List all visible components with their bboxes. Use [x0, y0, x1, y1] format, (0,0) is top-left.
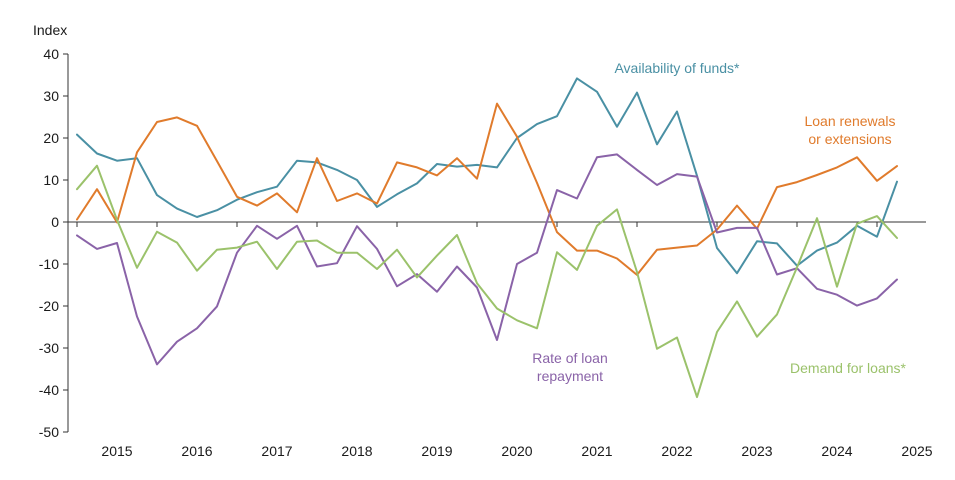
y-tick-label: -10: [39, 256, 59, 272]
series-lines: [76, 77, 898, 399]
x-tick-label: 2024: [821, 443, 852, 459]
y-tick-label: 0: [51, 214, 59, 230]
y-tick-label: -30: [39, 340, 59, 356]
series-label-loan-renewals-or-extensions: Loan renewals or extensions: [804, 113, 895, 147]
series-label-demand-for-loans: Demand for loans*: [790, 360, 907, 376]
y-tick-label: 20: [43, 130, 59, 146]
x-tick-label: 2015: [101, 443, 132, 459]
series-line-loan-renewals-or-extensions: [76, 102, 898, 276]
series-label-rate-of-loan-repayment: Rate of loan repayment: [532, 350, 608, 384]
x-tick-label: 2022: [661, 443, 692, 459]
series-line-demand-for-loans: [76, 164, 898, 399]
series-label-availability-of-funds: Availability of funds*: [614, 60, 740, 76]
y-tick-label: -50: [39, 424, 59, 440]
y-axis: 40 30 20 10 0 -10 -20 -30 -40 -50: [39, 46, 69, 440]
x-tick-label: 2016: [181, 443, 212, 459]
x-tick-label: 2021: [581, 443, 612, 459]
x-tick-label: 2017: [261, 443, 292, 459]
series-line-availability-of-funds: [76, 77, 898, 275]
x-axis: 2015 2016 2017 2018 2019 2020 2021 2022 2023 2024…: [68, 221, 933, 459]
y-tick-label: -20: [39, 298, 59, 314]
y-tick-label: 30: [43, 88, 59, 104]
series-labels: Availability of funds* Loan renewals or ex…: [532, 60, 906, 384]
x-tick-label: 2020: [501, 443, 532, 459]
y-tick-label: 10: [43, 172, 59, 188]
x-tick-label: 2023: [741, 443, 772, 459]
y-axis-title: Index: [33, 22, 67, 38]
y-tick-label: -40: [39, 382, 59, 398]
x-tick-label: 2018: [341, 443, 372, 459]
x-tick-label: 2019: [421, 443, 452, 459]
y-tick-label: 40: [43, 46, 59, 62]
series-line-rate-of-loan-repayment: [76, 153, 898, 366]
x-tick-label: 2025: [901, 443, 932, 459]
